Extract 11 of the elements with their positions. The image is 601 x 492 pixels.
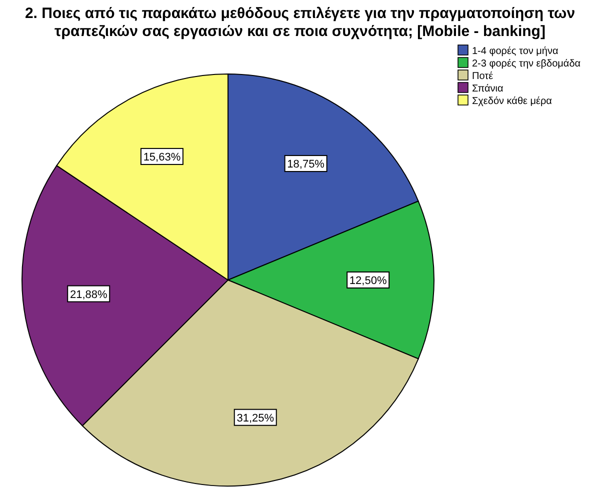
legend-label: Σχεδόν κάθε μέρα	[472, 96, 552, 107]
legend-label: 1-4 φορές τον μήνα	[472, 46, 558, 57]
legend-label: Σπάνια	[472, 84, 504, 94]
chart-title: 2. Ποιες από τις παρακάτω μεθόδους επιλέγετε για την πραγματοποίηση των τραπεζικών σας εργασιών και σε ποια συχνότητα; [Mobile - banking]	[24, 5, 576, 40]
data-label: 15,63%	[143, 151, 181, 164]
data-label: 31,25%	[236, 412, 274, 424]
data-label: 18,75%	[287, 158, 325, 171]
data-label: 12,50%	[349, 274, 387, 287]
legend-label: 2-3 φορές την εβδομάδα	[472, 58, 581, 70]
data-label: 21,88%	[70, 288, 108, 301]
legend-label: Ποτέ	[472, 71, 494, 82]
